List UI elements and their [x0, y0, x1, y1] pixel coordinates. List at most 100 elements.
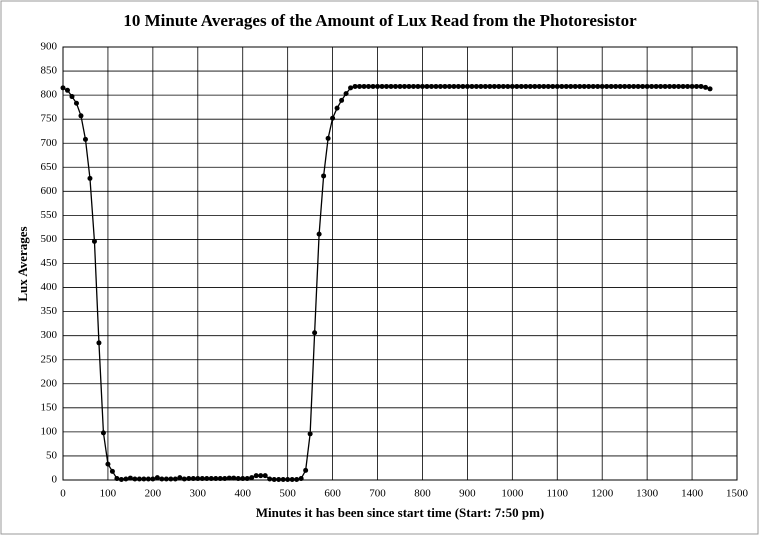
data-point: [662, 83, 668, 89]
data-point: [388, 83, 394, 89]
data-point: [446, 83, 452, 89]
data-point: [415, 83, 421, 89]
y-tick-label: 0: [52, 474, 58, 486]
y-tick-label: 350: [41, 305, 58, 317]
data-point: [222, 476, 228, 482]
data-point: [145, 476, 151, 482]
data-point: [626, 83, 632, 89]
y-tick-label: 900: [41, 41, 58, 53]
data-point: [604, 83, 610, 89]
y-tick-label: 50: [46, 449, 58, 461]
data-point: [563, 83, 569, 89]
data-point: [595, 83, 601, 89]
data-point: [451, 83, 457, 89]
data-point: [649, 83, 655, 89]
data-point: [631, 83, 637, 89]
y-tick-label: 150: [41, 401, 58, 413]
x-tick-label: 1500: [726, 488, 749, 500]
data-point: [289, 477, 295, 483]
data-point: [325, 135, 331, 141]
data-point: [397, 83, 403, 89]
data-point: [419, 83, 425, 89]
y-tick-label: 650: [41, 161, 58, 173]
data-point: [78, 113, 84, 119]
data-point: [154, 475, 160, 481]
data-point: [640, 83, 646, 89]
data-point: [658, 83, 664, 89]
data-point: [379, 83, 385, 89]
data-point: [689, 83, 695, 89]
data-point: [491, 83, 497, 89]
data-point: [608, 83, 614, 89]
x-tick-label: 500: [279, 488, 296, 500]
data-point: [123, 476, 129, 482]
data-point: [366, 83, 372, 89]
data-point: [109, 468, 115, 474]
y-tick-label: 500: [41, 233, 58, 245]
data-point: [581, 83, 587, 89]
data-point: [518, 83, 524, 89]
x-tick-label: 1300: [636, 488, 659, 500]
data-point: [298, 476, 304, 482]
data-point: [568, 83, 574, 89]
data-point: [136, 476, 142, 482]
data-point: [271, 477, 277, 483]
data-point: [69, 94, 75, 100]
x-tick-label: 900: [459, 488, 476, 500]
data-point: [464, 83, 470, 89]
x-tick-label: 1400: [681, 488, 704, 500]
data-point: [500, 83, 506, 89]
data-point: [262, 473, 268, 479]
data-point: [244, 476, 250, 482]
data-point: [195, 476, 201, 482]
data-point: [671, 83, 677, 89]
data-point: [401, 83, 407, 89]
data-point: [361, 83, 367, 89]
data-point: [433, 83, 439, 89]
data-point: [478, 83, 484, 89]
data-point: [694, 83, 700, 89]
data-point: [357, 83, 363, 89]
data-point: [82, 136, 88, 142]
data-point: [554, 83, 560, 89]
data-point: [523, 83, 529, 89]
data-point: [348, 85, 354, 91]
data-point: [482, 83, 488, 89]
data-point: [253, 473, 259, 479]
data-point: [460, 83, 466, 89]
data-point: [559, 83, 565, 89]
data-point: [496, 83, 502, 89]
data-point: [352, 83, 358, 89]
data-point: [410, 83, 416, 89]
y-tick-label: 600: [41, 185, 58, 197]
y-tick-label: 850: [41, 65, 58, 77]
data-point: [707, 86, 713, 92]
data-point: [635, 83, 641, 89]
data-point: [653, 83, 659, 89]
data-point: [172, 476, 178, 482]
data-point: [258, 473, 264, 479]
data-point: [64, 87, 70, 93]
data-point: [132, 476, 138, 482]
data-point: [424, 83, 430, 89]
data-point: [163, 476, 169, 482]
data-point: [190, 476, 196, 482]
data-point: [685, 83, 691, 89]
data-point: [473, 83, 479, 89]
data-point: [339, 97, 345, 103]
y-tick-label: 750: [41, 113, 58, 125]
data-point: [613, 83, 619, 89]
x-tick-label: 1100: [546, 488, 568, 500]
data-point: [226, 475, 232, 481]
data-point: [442, 83, 448, 89]
y-tick-label: 550: [41, 209, 58, 221]
data-point: [294, 477, 300, 483]
data-point: [437, 83, 443, 89]
data-point: [150, 476, 156, 482]
data-point: [536, 83, 542, 89]
data-point: [393, 83, 399, 89]
data-point: [455, 83, 461, 89]
data-point: [667, 83, 673, 89]
